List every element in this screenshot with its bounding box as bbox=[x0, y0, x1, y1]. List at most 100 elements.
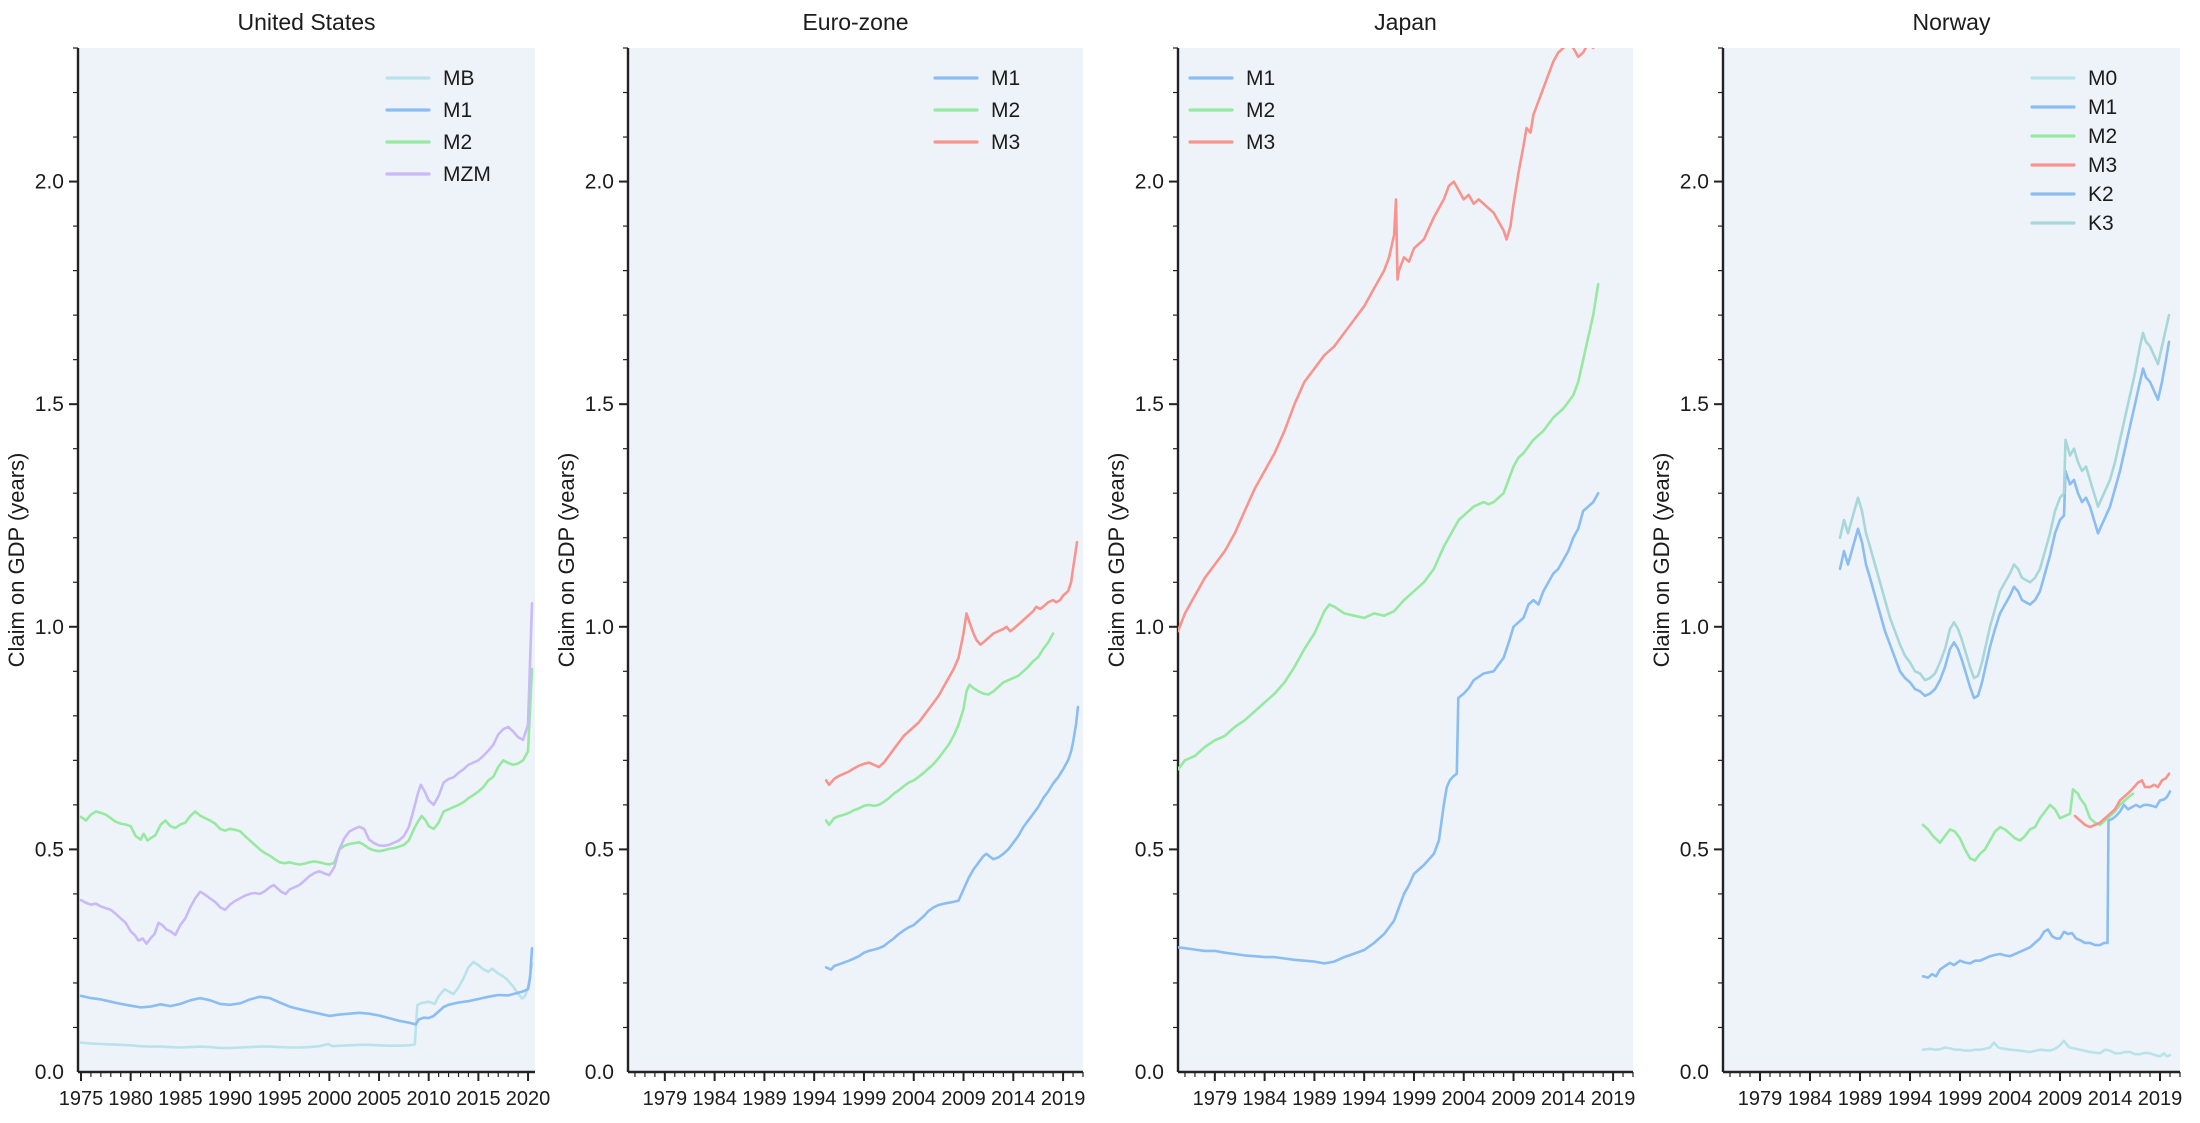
y-tick-label: 1.5 bbox=[1680, 393, 1709, 416]
legend-item-m3: M3 bbox=[2030, 154, 2117, 177]
x-tick-label: 2020 bbox=[506, 1088, 551, 1110]
x-tick-label: 1999 bbox=[842, 1088, 887, 1110]
x-tick-label: 2019 bbox=[1591, 1088, 1636, 1110]
axes bbox=[1169, 47, 1634, 1081]
legend-item-mb: MB bbox=[385, 67, 475, 90]
axes bbox=[619, 47, 1084, 1081]
series-group bbox=[824, 540, 1080, 971]
legend-label: K3 bbox=[2088, 212, 2114, 235]
plot-area bbox=[628, 48, 1083, 1072]
y-tick-label: 2.0 bbox=[1680, 171, 1709, 194]
plot-area bbox=[1178, 48, 1633, 1072]
legend-label: K2 bbox=[2088, 183, 2114, 206]
series-line-k2 bbox=[1838, 340, 2171, 700]
x-tick-label: 2015 bbox=[456, 1088, 501, 1110]
y-tick-label: 0.0 bbox=[35, 1061, 64, 1084]
y-axis-title: Claim on GDP (years) bbox=[554, 453, 579, 668]
x-tick-label: 2009 bbox=[1491, 1088, 1536, 1110]
x-tick-label: 1989 bbox=[1838, 1088, 1883, 1110]
x-tick-label: 1980 bbox=[108, 1088, 153, 1110]
x-tick-label: 1979 bbox=[1193, 1088, 1238, 1110]
x-tick-label: 2014 bbox=[1541, 1088, 1586, 1110]
y-tick-label: 1.5 bbox=[585, 393, 614, 416]
series-line-mb bbox=[79, 960, 534, 1050]
legend-label: M1 bbox=[2088, 96, 2117, 119]
legend-label: M2 bbox=[443, 131, 472, 154]
legend-label: MB bbox=[443, 67, 475, 90]
x-tick-label: 1995 bbox=[257, 1088, 302, 1110]
series-line-m2 bbox=[1178, 282, 1600, 771]
x-tick-label: 1984 bbox=[1242, 1088, 1287, 1110]
legend-label: M3 bbox=[1246, 131, 1275, 154]
legend-label: M1 bbox=[1246, 67, 1275, 90]
axes bbox=[1714, 47, 2181, 1081]
x-tick-label: 1989 bbox=[1292, 1088, 1337, 1110]
x-tick-label: 2004 bbox=[1988, 1088, 2033, 1110]
x-tick-label: 1979 bbox=[1738, 1088, 1783, 1110]
y-tick-label: 1.5 bbox=[1135, 393, 1164, 416]
series-line-m3 bbox=[824, 540, 1079, 787]
x-tick-label: 1994 bbox=[792, 1088, 837, 1110]
axes bbox=[69, 47, 535, 1081]
legend-label: M3 bbox=[991, 131, 1020, 154]
legend-item-k2: K2 bbox=[2030, 183, 2114, 206]
y-tick-label: 1.0 bbox=[1135, 616, 1164, 639]
x-tick-label: 2000 bbox=[307, 1088, 352, 1110]
legend-item-m1: M1 bbox=[1188, 67, 1275, 90]
legend: M1 M2 M3 bbox=[1188, 67, 1275, 154]
panel-title: Norway bbox=[1913, 9, 1991, 35]
x-tick-label: 2004 bbox=[891, 1088, 936, 1110]
legend: M1 M2 M3 bbox=[933, 67, 1020, 154]
y-tick-label: 1.0 bbox=[585, 616, 614, 639]
x-tick-label: 2005 bbox=[357, 1088, 402, 1110]
y-tick-label: 0.5 bbox=[35, 838, 64, 861]
x-tick-label: 2019 bbox=[2138, 1088, 2183, 1110]
series-group bbox=[79, 601, 534, 1050]
legend-label: M2 bbox=[991, 99, 1020, 122]
series-line-m3 bbox=[1178, 48, 1595, 633]
plot-area bbox=[78, 48, 535, 1072]
x-tick-label: 2004 bbox=[1441, 1088, 1486, 1110]
legend-item-m2: M2 bbox=[385, 131, 472, 154]
series-line-m2 bbox=[824, 632, 1055, 827]
y-axis-title: Claim on GDP (years) bbox=[1649, 453, 1674, 668]
x-tick-label: 2009 bbox=[2038, 1088, 2083, 1110]
series-line-k3 bbox=[1838, 313, 2171, 682]
y-axis-title: Claim on GDP (years) bbox=[1104, 453, 1129, 668]
legend-item-m0: M0 bbox=[2030, 67, 2117, 90]
x-tick-label: 1989 bbox=[742, 1088, 787, 1110]
y-tick-label: 0.0 bbox=[1135, 1061, 1164, 1084]
legend-item-m3: M3 bbox=[1188, 131, 1275, 154]
x-tick-label: 1999 bbox=[1938, 1088, 1983, 1110]
series-line-m1 bbox=[824, 705, 1080, 971]
legend-item-m2: M2 bbox=[1188, 99, 1275, 122]
y-tick-label: 1.0 bbox=[1680, 616, 1709, 639]
x-tick-label: 1994 bbox=[1342, 1088, 1387, 1110]
panel-title: Japan bbox=[1374, 9, 1437, 35]
y-tick-label: 0.5 bbox=[1135, 838, 1164, 861]
chart-panel-euro-zone: Euro-zone Claim on GDP (years) 1979 1984 198… bbox=[554, 9, 1085, 1110]
legend-item-m2: M2 bbox=[933, 99, 1020, 122]
x-tick-label: 1990 bbox=[208, 1088, 253, 1110]
panel-title: United States bbox=[237, 9, 375, 35]
x-tick-label: 2009 bbox=[941, 1088, 986, 1110]
series-line-m3 bbox=[2073, 772, 2171, 829]
x-tick-label: 2014 bbox=[2088, 1088, 2133, 1110]
legend-item-m1: M1 bbox=[2030, 96, 2117, 119]
legend-item-k3: K3 bbox=[2030, 212, 2114, 235]
x-tick-label: 1985 bbox=[158, 1088, 203, 1110]
legend-label: M1 bbox=[443, 99, 472, 122]
y-tick-label: 0.5 bbox=[585, 838, 614, 861]
legend-label: M0 bbox=[2088, 67, 2117, 90]
x-tick-label: 1999 bbox=[1392, 1088, 1437, 1110]
series-group bbox=[1178, 48, 1600, 965]
series-line-m1 bbox=[79, 946, 534, 1026]
legend: MB M1 M2 MZM bbox=[385, 67, 491, 186]
x-tick-label: 1979 bbox=[643, 1088, 688, 1110]
series-line-m1 bbox=[1921, 790, 2172, 979]
